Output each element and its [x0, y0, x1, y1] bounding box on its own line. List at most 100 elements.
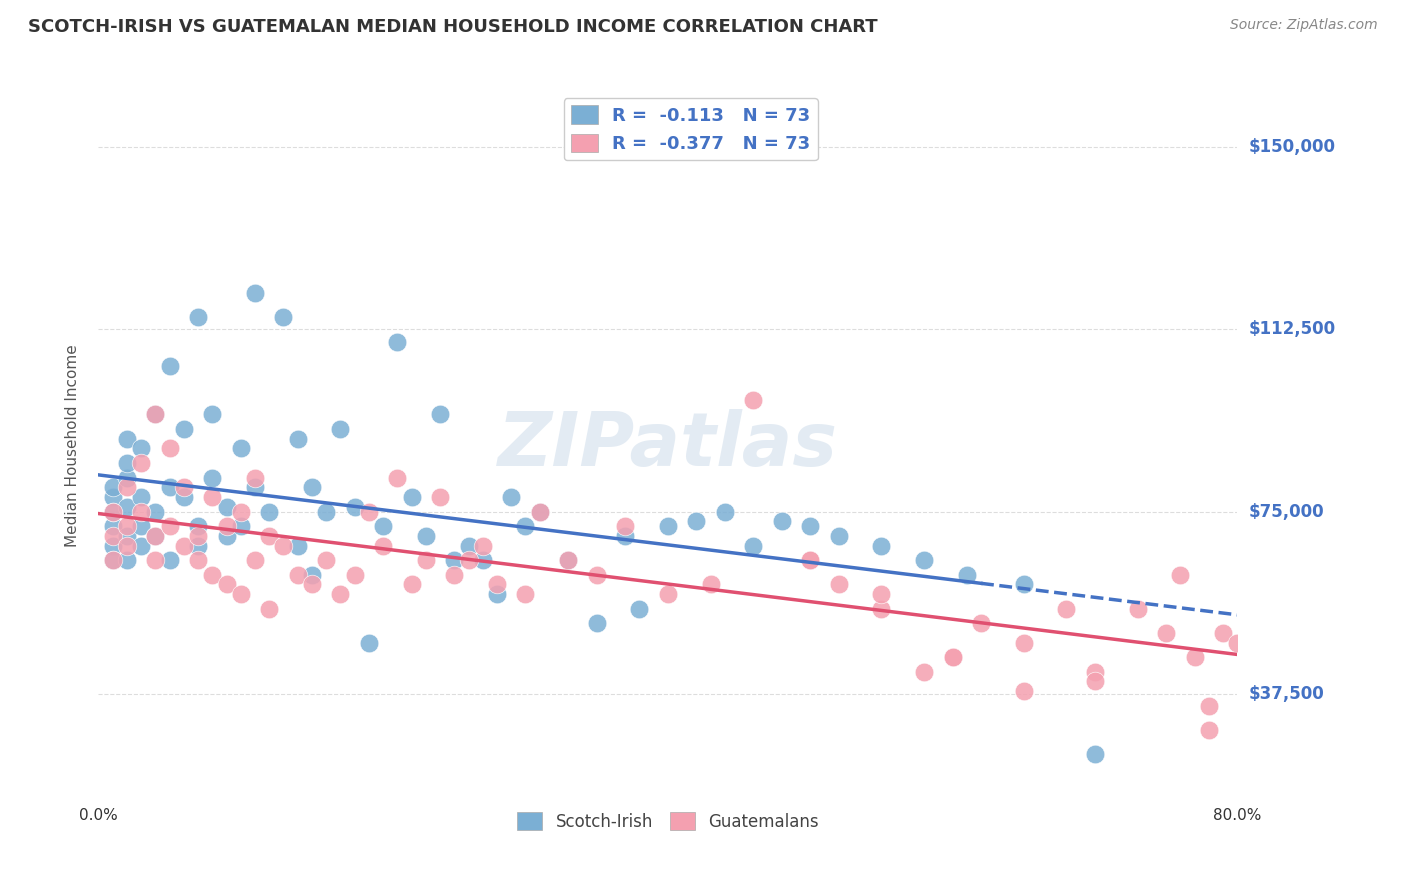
Point [1126, 601, 1149, 615]
Point [259, 529, 281, 543]
Point [501, 490, 523, 504]
Point [614, 519, 637, 533]
Point [187, 519, 209, 533]
Point [201, 408, 224, 422]
Point [215, 529, 238, 543]
Point [159, 553, 181, 567]
Point [585, 567, 607, 582]
Point [557, 553, 579, 567]
Point [1226, 635, 1249, 649]
Point [101, 553, 124, 567]
Point [229, 587, 252, 601]
Point [101, 539, 124, 553]
Point [229, 504, 252, 518]
Point [628, 601, 651, 615]
Text: $75,000: $75,000 [1249, 502, 1324, 521]
Point [115, 519, 138, 533]
Point [870, 587, 893, 601]
Point [115, 480, 138, 494]
Point [145, 408, 167, 422]
Point [956, 567, 979, 582]
Point [657, 519, 679, 533]
Point [243, 470, 266, 484]
Point [101, 504, 124, 518]
Point [287, 432, 309, 446]
Point [129, 504, 152, 518]
Point [515, 587, 537, 601]
Point [173, 490, 195, 504]
Point [942, 650, 965, 665]
Point [387, 470, 409, 484]
Text: $112,500: $112,500 [1249, 320, 1336, 338]
Point [1084, 665, 1107, 679]
Point [471, 539, 494, 553]
Point [145, 529, 167, 543]
Point [373, 539, 395, 553]
Point [942, 650, 965, 665]
Point [101, 529, 124, 543]
Point [101, 504, 124, 518]
Text: $37,500: $37,500 [1249, 684, 1324, 703]
Point [1084, 674, 1107, 689]
Point [115, 456, 138, 470]
Point [301, 480, 323, 494]
Point [115, 529, 138, 543]
Legend: Scotch-Irish, Guatemalans: Scotch-Irish, Guatemalans [510, 805, 825, 838]
Point [159, 480, 181, 494]
Point [187, 553, 209, 567]
Point [101, 480, 124, 494]
Point [429, 408, 451, 422]
Point [1012, 577, 1035, 591]
Point [1154, 626, 1177, 640]
Point [515, 519, 537, 533]
Point [970, 616, 993, 631]
Point [301, 577, 323, 591]
Point [273, 310, 295, 325]
Point [1012, 684, 1035, 698]
Point [243, 286, 266, 301]
Point [215, 519, 238, 533]
Point [471, 553, 494, 567]
Point [828, 529, 851, 543]
Point [287, 567, 309, 582]
Point [714, 504, 737, 518]
Point [457, 539, 479, 553]
Point [315, 504, 337, 518]
Point [387, 334, 409, 349]
Point [799, 519, 821, 533]
Point [159, 442, 181, 456]
Point [742, 392, 765, 407]
Point [486, 587, 509, 601]
Point [1184, 650, 1206, 665]
Point [215, 500, 238, 514]
Point [401, 577, 423, 591]
Point [173, 480, 195, 494]
Point [742, 539, 765, 553]
Point [1170, 567, 1192, 582]
Point [770, 514, 793, 528]
Point [799, 553, 821, 567]
Y-axis label: Median Household Income: Median Household Income [65, 344, 80, 548]
Point [401, 490, 423, 504]
Point [259, 504, 281, 518]
Point [201, 567, 224, 582]
Point [343, 500, 366, 514]
Point [329, 422, 352, 436]
Point [145, 504, 167, 518]
Point [129, 456, 152, 470]
Point [145, 529, 167, 543]
Point [115, 432, 138, 446]
Point [287, 539, 309, 553]
Point [799, 553, 821, 567]
Point [259, 601, 281, 615]
Point [243, 553, 266, 567]
Text: $150,000: $150,000 [1249, 138, 1336, 156]
Point [357, 635, 380, 649]
Point [685, 514, 707, 528]
Point [373, 519, 395, 533]
Point [828, 577, 851, 591]
Point [415, 553, 437, 567]
Point [115, 500, 138, 514]
Text: Source: ZipAtlas.com: Source: ZipAtlas.com [1230, 18, 1378, 32]
Point [101, 553, 124, 567]
